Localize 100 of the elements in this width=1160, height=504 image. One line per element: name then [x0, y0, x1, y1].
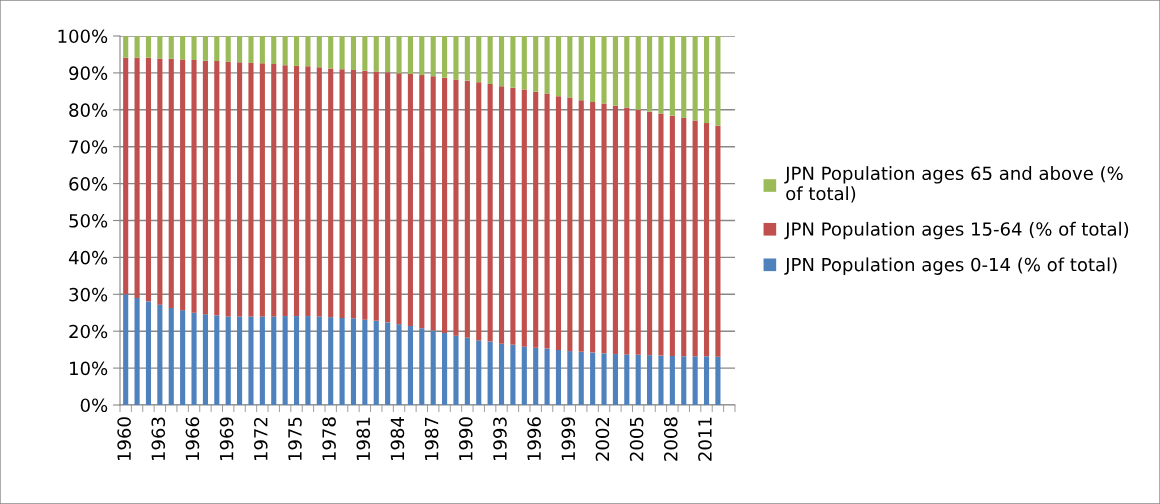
x-tick-label: 1999	[561, 417, 576, 461]
bar	[498, 343, 505, 405]
y-tick-label: 100%	[58, 29, 108, 44]
bar	[647, 36, 653, 112]
bar	[669, 115, 675, 356]
bar	[259, 63, 265, 317]
bar	[612, 36, 618, 106]
bar	[430, 330, 436, 405]
bar	[442, 77, 448, 334]
x-tick-label: 1966	[185, 417, 200, 461]
bar	[567, 97, 573, 352]
bar	[567, 351, 573, 405]
bar	[362, 319, 368, 405]
x-tick-label: 1972	[253, 417, 268, 461]
bar	[123, 36, 129, 58]
bar	[544, 93, 550, 349]
bar	[248, 36, 254, 63]
bar	[145, 301, 152, 405]
bar	[624, 354, 630, 405]
bar	[237, 36, 243, 63]
y-tick-label: 50%	[69, 213, 108, 228]
bar	[647, 111, 653, 356]
x-tick-label: 2008	[663, 417, 678, 461]
bar	[658, 36, 664, 114]
bar	[590, 36, 596, 103]
bar	[202, 60, 208, 315]
bar	[624, 36, 630, 108]
bar	[385, 36, 391, 73]
bar	[703, 356, 710, 405]
bar	[225, 61, 231, 317]
bar	[145, 57, 152, 302]
bar	[498, 86, 505, 344]
bar	[259, 36, 265, 64]
x-tick-label: 1960	[117, 417, 131, 461]
bar	[590, 102, 596, 353]
bar	[601, 36, 607, 104]
bar	[715, 125, 721, 357]
x-tick-label: 1996	[527, 417, 541, 461]
bar	[658, 355, 664, 405]
bar	[373, 320, 379, 405]
bar	[316, 36, 322, 68]
bar	[430, 76, 436, 331]
bar	[396, 324, 402, 405]
bar	[510, 344, 516, 405]
bar	[430, 36, 436, 77]
bar	[305, 316, 311, 405]
bar	[123, 57, 129, 295]
bar	[168, 58, 174, 308]
bar	[567, 36, 573, 98]
bar	[350, 36, 357, 70]
bar	[635, 354, 641, 405]
bar	[453, 79, 459, 336]
bar	[362, 70, 368, 320]
bar	[373, 71, 379, 321]
bar	[350, 69, 357, 319]
x-tick-label: 1963	[151, 417, 166, 461]
bar	[316, 316, 322, 405]
bar	[419, 75, 425, 329]
bar	[282, 36, 288, 66]
bar	[407, 326, 413, 405]
bar	[533, 36, 539, 92]
legend-label: JPN Population ages 0-14 (% of total)	[784, 257, 1117, 275]
bar	[191, 59, 197, 313]
bar	[612, 354, 618, 405]
bar	[396, 36, 402, 74]
legend-label: JPN Population ages 15-64 (% of total)	[784, 221, 1129, 240]
y-tick-label: 60%	[69, 177, 108, 191]
bar	[453, 335, 459, 405]
bar	[191, 312, 197, 405]
bar	[134, 297, 140, 405]
bar	[635, 109, 641, 355]
bar	[168, 36, 174, 59]
bar	[487, 341, 493, 405]
bar	[681, 36, 687, 118]
bar	[157, 58, 163, 305]
bar	[202, 36, 208, 61]
bar	[555, 350, 562, 405]
bar	[669, 355, 675, 405]
bar	[248, 316, 254, 405]
bar	[237, 316, 243, 405]
bar	[373, 36, 379, 72]
bar	[601, 353, 607, 405]
bar	[225, 36, 231, 62]
bar	[555, 96, 562, 351]
x-tick-label: 1993	[493, 417, 507, 461]
bar	[578, 100, 584, 352]
bar	[635, 36, 641, 110]
bar	[658, 113, 664, 356]
bar	[442, 36, 448, 78]
x-tick-label: 1990	[458, 417, 473, 461]
bar	[464, 337, 470, 405]
bar	[487, 36, 493, 84]
y-tick-label: 80%	[69, 103, 108, 117]
bar	[692, 120, 698, 357]
bar	[214, 36, 220, 62]
bar	[453, 36, 459, 80]
bar	[476, 36, 482, 83]
bar	[578, 351, 584, 405]
bar	[225, 316, 231, 405]
bar	[305, 66, 311, 317]
